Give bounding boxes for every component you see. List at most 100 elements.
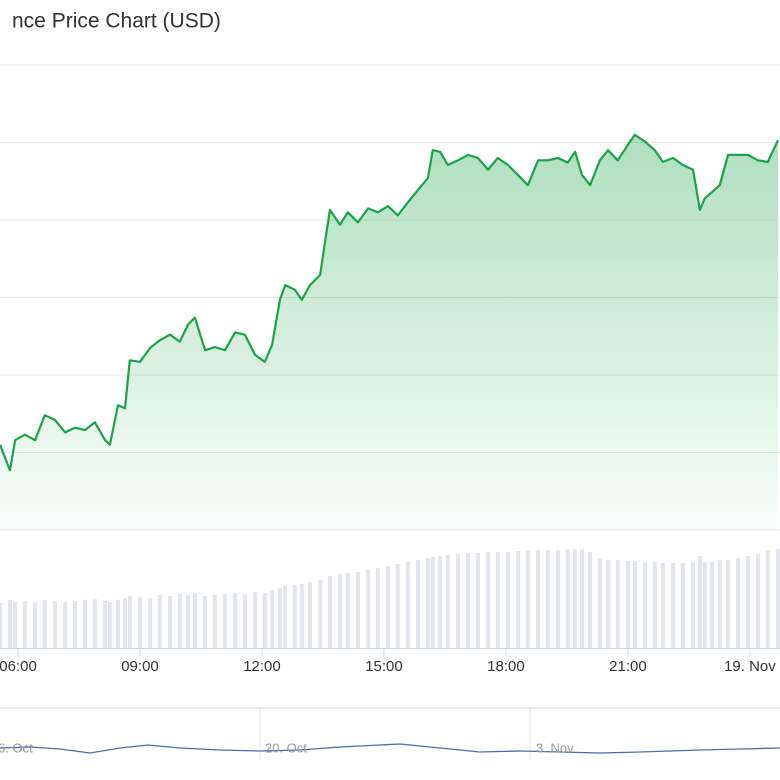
volume-bar [579, 549, 584, 648]
volume-bar [277, 588, 282, 648]
volume-bar [525, 551, 530, 648]
volume-bar [375, 568, 380, 648]
volume-bar [573, 549, 578, 648]
volume-bar [299, 584, 304, 648]
x-tick-label: 21:00 [609, 658, 647, 675]
volume-bar [307, 582, 312, 648]
volume-bar [53, 601, 58, 648]
area [0, 134, 779, 531]
volume-bar [83, 600, 88, 648]
x-tick-label: 15:00 [365, 658, 403, 675]
volume-bar [233, 593, 238, 648]
volume-bar [536, 550, 541, 648]
volume-bar [107, 602, 112, 648]
volume-bar [643, 562, 648, 648]
volume-bar [116, 600, 121, 648]
volume-bar [717, 560, 722, 648]
navigator-label: 20. Oct [265, 740, 307, 755]
volume-bar [405, 562, 410, 648]
volume-bar [137, 597, 142, 648]
navigator-label: 6. Oct [0, 740, 33, 755]
volume-bar [355, 572, 360, 648]
volume-bar [185, 595, 190, 648]
volume-bar [0, 603, 3, 648]
volume-bar [262, 593, 267, 648]
volume-bar [212, 595, 217, 648]
x-tick-label: 12:00 [243, 658, 281, 675]
volume-bar [516, 551, 521, 648]
volume-bar [127, 596, 132, 648]
volume-bar [765, 550, 770, 648]
volume-bar [671, 563, 676, 648]
x-tick-label: 06:00 [0, 658, 37, 675]
volume-bar [318, 580, 323, 648]
volume-bar [242, 594, 247, 648]
volume-bar [395, 564, 400, 648]
volume-bar [690, 562, 695, 648]
x-tick-label: 19. Nov [724, 658, 776, 675]
volume-bar [430, 557, 435, 648]
volume-bar [505, 552, 510, 648]
volume-bar [13, 602, 18, 648]
price-line [0, 133, 779, 472]
volume-bar [366, 570, 371, 648]
volume-bar [203, 596, 208, 648]
volume-bar [283, 586, 288, 648]
navigator-line [0, 743, 780, 754]
volume-bar [72, 601, 77, 648]
chart-title: nce Price Chart (USD) [12, 10, 221, 33]
x-tick-label: 09:00 [121, 658, 159, 675]
volume-bar [555, 550, 560, 648]
volume-bar [386, 566, 391, 648]
volume-bar [745, 556, 750, 648]
volume-bar [702, 562, 707, 648]
volume-bar [63, 602, 68, 648]
volume-bar [632, 561, 637, 648]
volume-bar [475, 553, 480, 648]
navigator-label: 3. Nov [536, 740, 574, 755]
volume-bar [445, 555, 450, 648]
volume-bar [253, 592, 258, 648]
volume-bar [33, 602, 38, 648]
volume-bar [103, 601, 108, 648]
volume-bar [345, 573, 350, 648]
volume-bar [545, 550, 550, 648]
volume-bar [710, 562, 715, 648]
volume-bar [652, 562, 657, 648]
volume-bar [756, 554, 761, 648]
volume-bar [338, 574, 343, 648]
volume-bar [192, 593, 197, 648]
volume-bar [565, 549, 570, 648]
volume-bar [7, 600, 12, 648]
volume-bar [168, 596, 173, 648]
volume-bar [122, 598, 127, 648]
volume-bar [775, 549, 780, 648]
volume-bar [486, 552, 491, 648]
volume-bar [615, 560, 620, 648]
volume-bar [697, 556, 702, 648]
volume-bar [177, 594, 182, 648]
volume-bar [438, 556, 443, 648]
volume-bar [148, 598, 153, 648]
volume-bar [660, 563, 665, 648]
volume-bar [625, 561, 630, 648]
volume-bar [455, 554, 460, 648]
volume-bar [466, 553, 471, 648]
volume-bar [92, 599, 97, 648]
volume-bar [222, 594, 227, 648]
volume-bar [425, 558, 430, 648]
volume-bar [736, 558, 741, 648]
volume-bar [725, 560, 730, 648]
volume-bar [495, 552, 500, 648]
volume-bar [22, 601, 27, 648]
plot: 06:00 09:00 12:00 15:00 18:00 21:00 19. Nov [0, 64, 780, 675]
volume-bar [588, 552, 593, 648]
volume-bar [680, 563, 685, 648]
x-tick-label: 18:00 [487, 658, 525, 675]
volume-bar [416, 560, 421, 648]
volume-bar [292, 585, 297, 648]
volume-bar [42, 600, 47, 648]
volume-bar [606, 560, 611, 648]
volume-bar [157, 595, 162, 648]
